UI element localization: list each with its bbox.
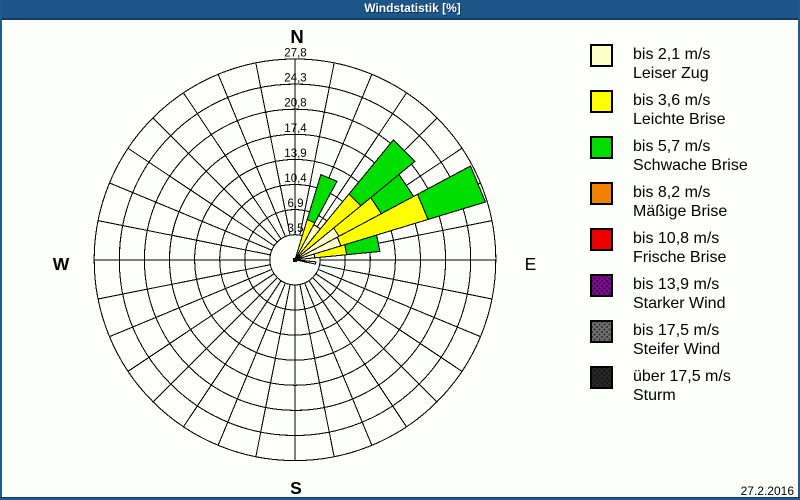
svg-text:E: E [525,254,537,274]
svg-text:20,8: 20,8 [284,98,306,110]
svg-text:W: W [53,254,70,274]
svg-text:27,8: 27,8 [284,48,306,60]
svg-text:10,4: 10,4 [284,173,307,185]
svg-text:N: N [290,26,303,47]
svg-text:17,4: 17,4 [284,123,307,135]
svg-text:3,5: 3,5 [288,223,304,235]
svg-text:S: S [290,478,302,498]
svg-text:13,9: 13,9 [284,148,306,160]
svg-text:24,3: 24,3 [284,73,306,85]
svg-text:6,9: 6,9 [288,198,304,210]
